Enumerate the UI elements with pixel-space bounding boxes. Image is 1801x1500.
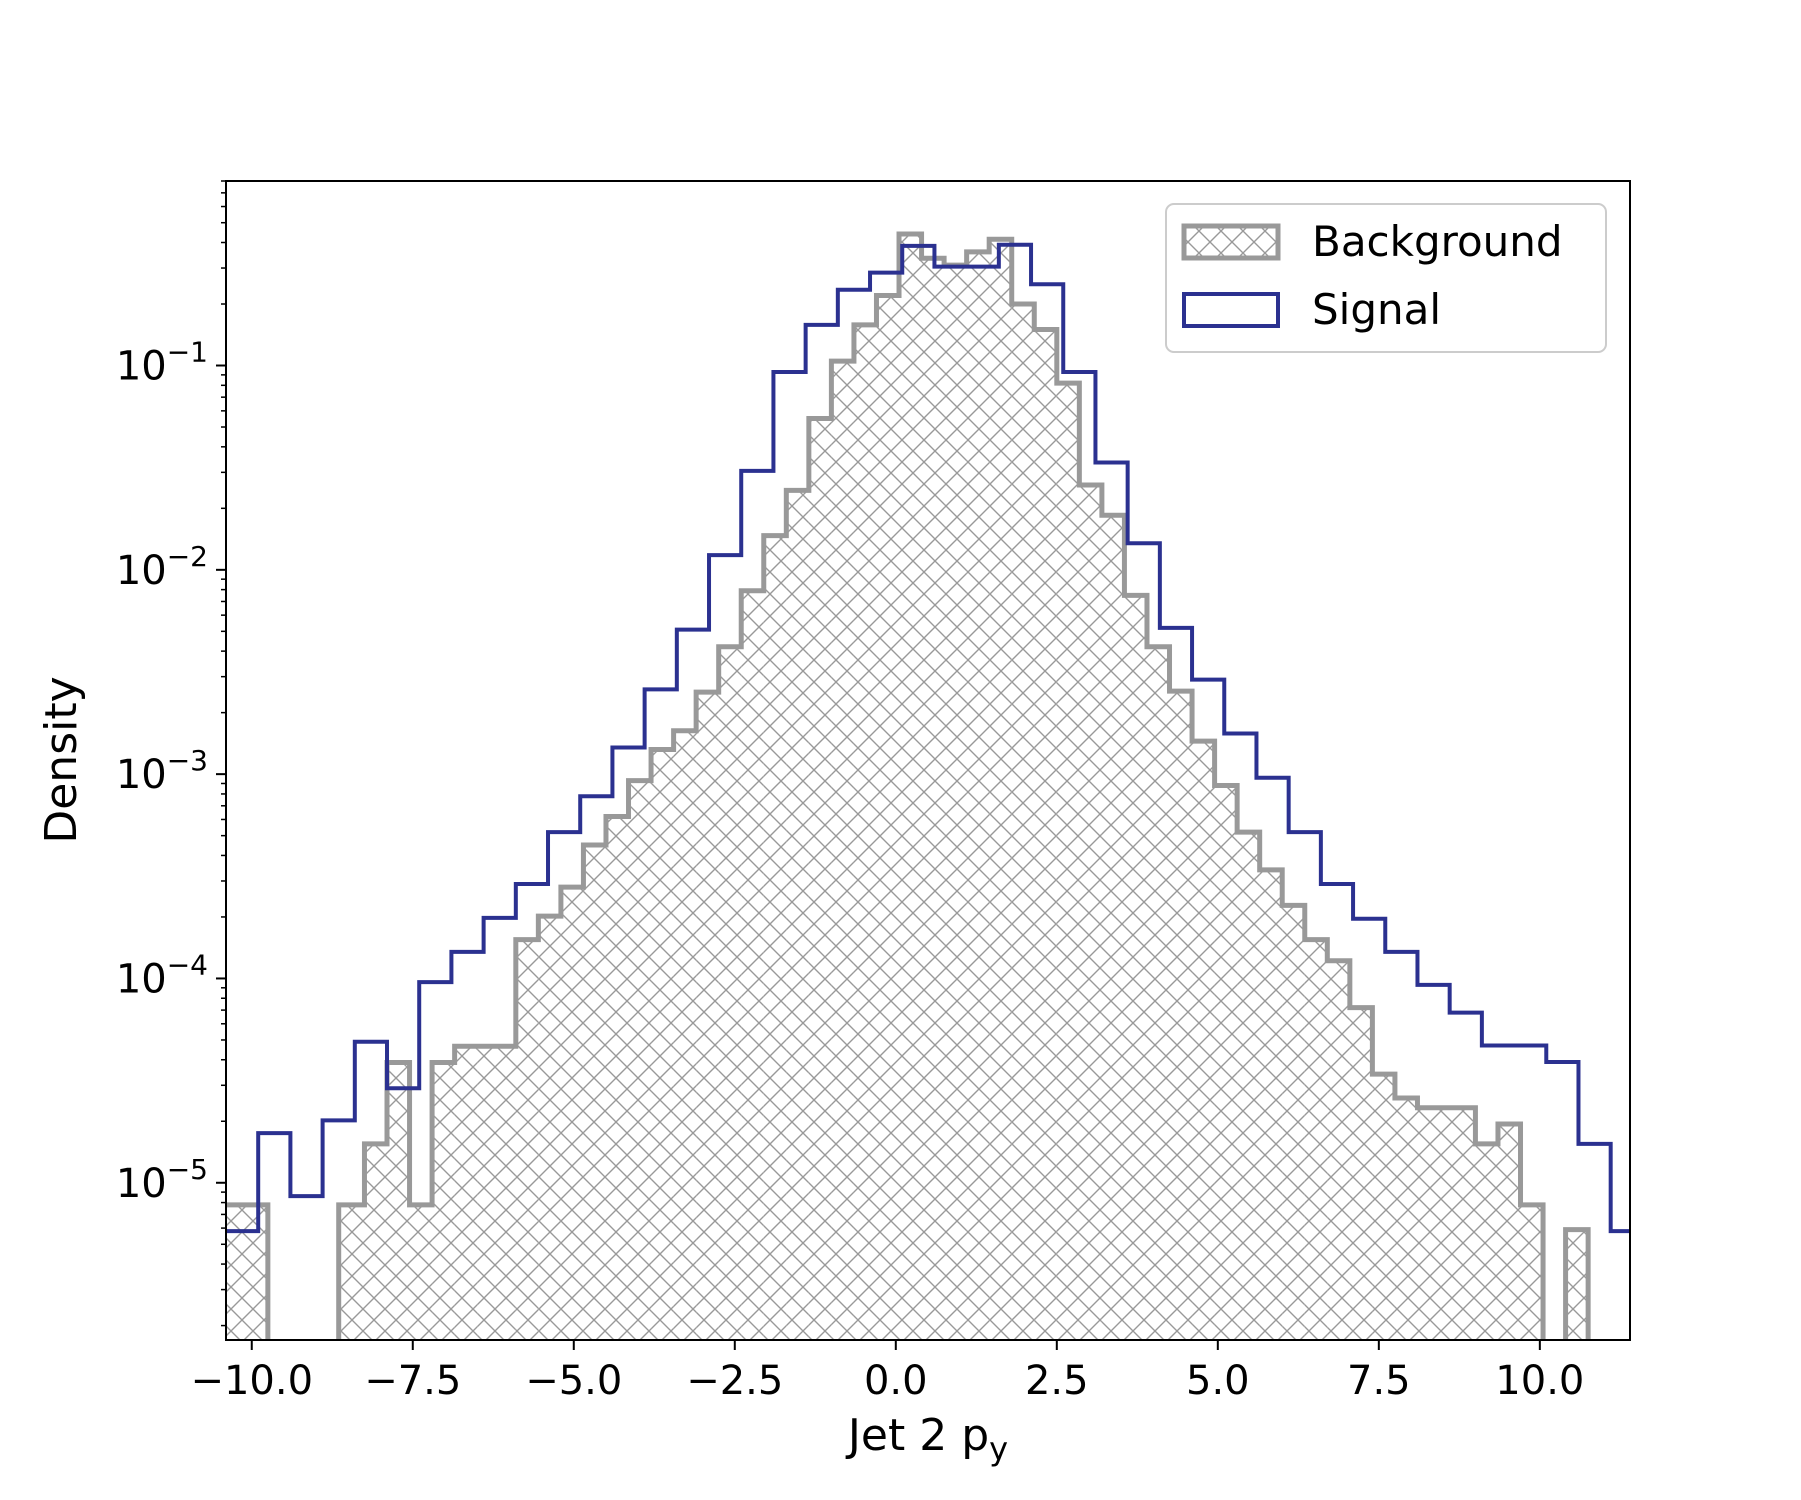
signal-outline [226, 242, 1630, 1234]
background-bar [1417, 1107, 1441, 1340]
background-bar [387, 1062, 410, 1340]
background-bar [1034, 329, 1057, 1340]
background-bar [1214, 785, 1238, 1340]
plot-area [226, 231, 1708, 1380]
background-bar [1146, 646, 1170, 1340]
background-bar [1056, 383, 1080, 1340]
x-tick-label: 0.0 [864, 1358, 928, 1404]
x-axis-label: Jet 2 py [845, 1410, 1008, 1468]
background-bar [921, 258, 945, 1340]
background-bar [1169, 691, 1193, 1340]
background-bar [1079, 485, 1102, 1340]
y-tick-label: 10−5 [116, 1153, 208, 1207]
y-axis-minor-ticks [221, 180, 226, 1327]
x-tick-label: −10.0 [190, 1358, 313, 1404]
x-axis-label-sub: y [989, 1430, 1008, 1468]
background-bar [628, 780, 652, 1340]
background-bar [989, 239, 1012, 1340]
background-bar [1237, 832, 1260, 1340]
background-bar [899, 234, 922, 1340]
legend-label-background: Background [1312, 217, 1563, 266]
background-bar [944, 265, 967, 1340]
x-tick-label: 10.0 [1495, 1358, 1584, 1404]
plot-frame [225, 180, 1631, 1341]
background-bar [1327, 960, 1350, 1340]
x-tick-label: −7.5 [364, 1358, 461, 1404]
legend-swatch-signal [1182, 292, 1280, 328]
y-tick-label: 10−4 [116, 948, 208, 1002]
x-tick-label: −2.5 [686, 1358, 783, 1404]
background-bar [1282, 905, 1305, 1340]
background-bar [966, 251, 990, 1340]
x-tick-label: 5.0 [1186, 1358, 1250, 1404]
background-bar [741, 590, 764, 1340]
x-tick-label: 2.5 [1025, 1358, 1089, 1404]
background-bar [1372, 1074, 1395, 1340]
background-bar [338, 1204, 365, 1340]
background-bar [1440, 1107, 1476, 1340]
y-axis-ticks: 10−1 10−2 10−3 10−4 10−5 [116, 336, 226, 1207]
y-axis-label: Density [36, 676, 87, 843]
background-bar [454, 1046, 478, 1340]
background-bar [673, 730, 697, 1340]
background-bar [605, 816, 629, 1340]
background-bar [409, 1204, 433, 1340]
background-bar [560, 887, 584, 1340]
background-bar [538, 916, 561, 1340]
x-axis-label-main: Jet 2 p [845, 1410, 989, 1461]
background-bar [1394, 1097, 1418, 1340]
background-bar [515, 939, 539, 1340]
background-bar [1192, 741, 1215, 1340]
background-bar [1124, 595, 1147, 1340]
background-bar [226, 1204, 268, 1340]
background-bar [583, 844, 606, 1340]
y-tick-label: 10−2 [116, 540, 208, 594]
background-bar [477, 1046, 516, 1340]
y-tick-label: 10−1 [116, 336, 208, 390]
background-bar [853, 324, 877, 1340]
background-bar [876, 295, 900, 1340]
background-bar [364, 1143, 388, 1340]
background-bar [808, 418, 832, 1340]
legend-swatch-background [1181, 223, 1281, 261]
background-bar [696, 692, 719, 1340]
background-bar [1475, 1143, 1498, 1340]
background-bar [1520, 1204, 1544, 1340]
background-bar [718, 646, 742, 1340]
background-bar [1259, 869, 1283, 1340]
background-bar [1101, 515, 1125, 1340]
background-bar [1011, 304, 1035, 1340]
background-bar [1565, 1229, 1589, 1340]
background-bar [432, 1062, 455, 1340]
background-outline [226, 231, 1591, 1340]
background-bar [1497, 1123, 1521, 1340]
y-tick-label: 10−3 [116, 744, 208, 798]
background-bar [786, 490, 809, 1340]
x-axis-ticks: −10.0 −7.5 −5.0 −2.5 0.0 2.5 5.0 7.5 10.0 [190, 1340, 1584, 1404]
background-bar [1349, 1007, 1373, 1340]
legend: Background Signal [1165, 203, 1607, 353]
x-tick-label: 7.5 [1347, 1358, 1411, 1404]
x-tick-label: −5.0 [525, 1358, 622, 1404]
background-histogram [226, 234, 1708, 1380]
background-bar [1304, 939, 1328, 1340]
background-bar [831, 361, 854, 1340]
background-bar [1682, 1266, 1708, 1380]
legend-label-signal: Signal [1312, 285, 1441, 334]
background-bar [651, 749, 674, 1340]
background-bar [763, 535, 787, 1340]
